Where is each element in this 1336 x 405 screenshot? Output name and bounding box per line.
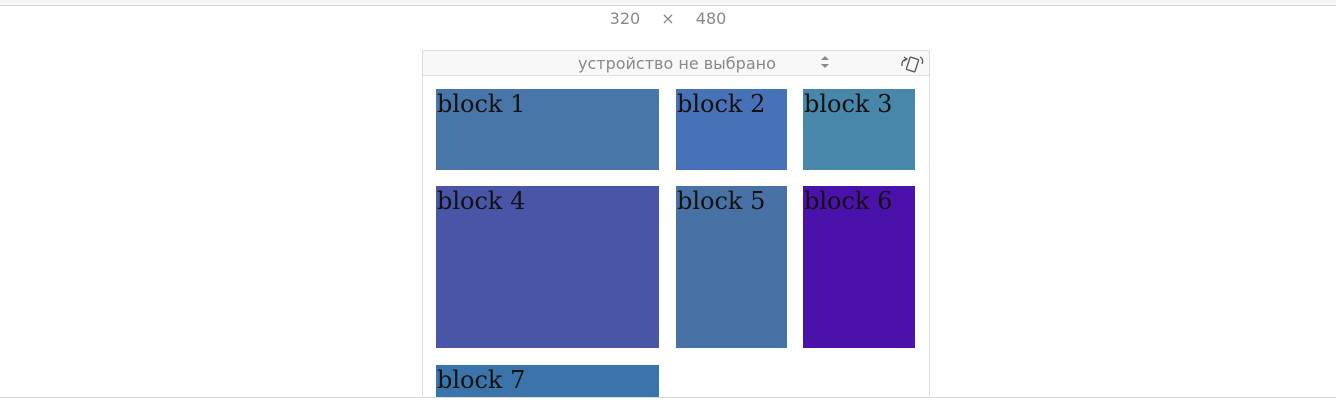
viewport-toolbar: устройство не выбрано	[423, 51, 929, 76]
responsive-viewport: устройство не выбрано block 1 block 2 bl…	[422, 50, 930, 398]
viewport-width[interactable]: 320	[609, 9, 641, 28]
rotate-device-icon[interactable]	[899, 53, 925, 75]
viewport-height[interactable]: 480	[695, 9, 727, 28]
dimension-separator: ×	[661, 9, 675, 28]
block-label: block 3	[804, 90, 893, 118]
block-1: block 1	[436, 89, 659, 170]
viewport-dimensions: 320 × 480	[0, 8, 1336, 30]
block-label: block 7	[437, 366, 526, 394]
block-label: block 2	[677, 90, 766, 118]
block-label: block 1	[437, 90, 526, 118]
block-6: block 6	[803, 186, 915, 348]
block-3: block 3	[803, 89, 915, 170]
block-label: block 4	[437, 187, 526, 215]
select-arrows-icon	[821, 56, 829, 70]
block-2: block 2	[676, 89, 787, 170]
block-label: block 6	[804, 187, 893, 215]
block-5: block 5	[676, 186, 787, 348]
bottom-ruler	[0, 397, 1336, 405]
device-select-value: устройство не выбрано	[578, 54, 776, 73]
block-7: block 7	[436, 365, 659, 398]
block-label: block 5	[677, 187, 766, 215]
top-ruler	[0, 0, 1336, 6]
device-select[interactable]: устройство не выбрано	[573, 53, 838, 75]
block-4: block 4	[436, 186, 659, 348]
